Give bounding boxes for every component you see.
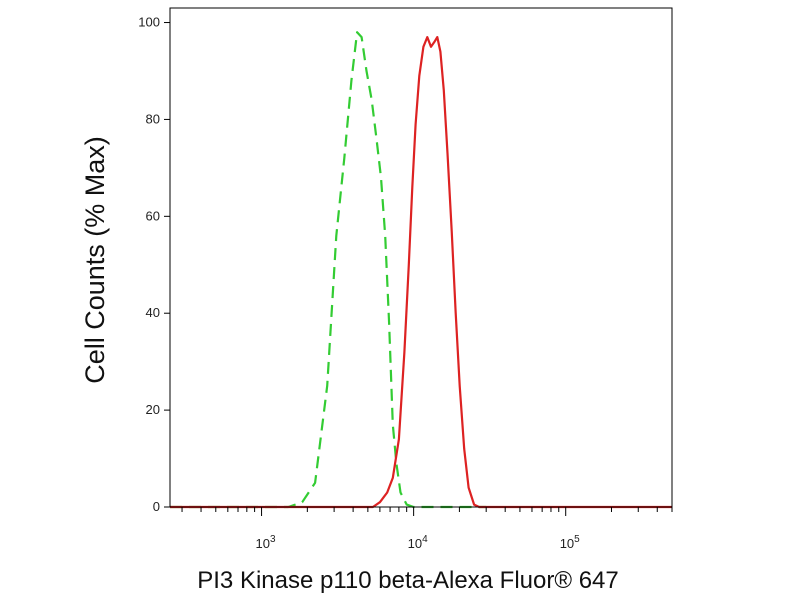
series-layer	[170, 31, 672, 509]
x-axis-ticks: 103 104 105	[181, 507, 673, 551]
y-axis-title: Cell Counts (% Max)	[80, 136, 110, 384]
x-tick-label: 105	[560, 534, 580, 551]
x-tick-label: 104	[408, 534, 428, 551]
y-axis-ticks: 0 20 40 60 80 100	[138, 15, 170, 514]
x-axis-title: PI3 Kinase p110 beta-Alexa Fluor® 647	[197, 567, 619, 594]
plot-frame	[169, 7, 673, 508]
y-tick-label: 60	[146, 208, 160, 223]
series-2-line	[170, 36, 672, 509]
y-tick-label: 40	[146, 305, 160, 320]
series-1-line	[170, 31, 487, 509]
x-tick-label: 103	[256, 534, 276, 551]
y-tick-label: 0	[153, 499, 160, 514]
y-tick-label: 100	[138, 15, 160, 30]
y-tick-label: 20	[146, 402, 160, 417]
y-tick-label: 80	[146, 111, 160, 126]
